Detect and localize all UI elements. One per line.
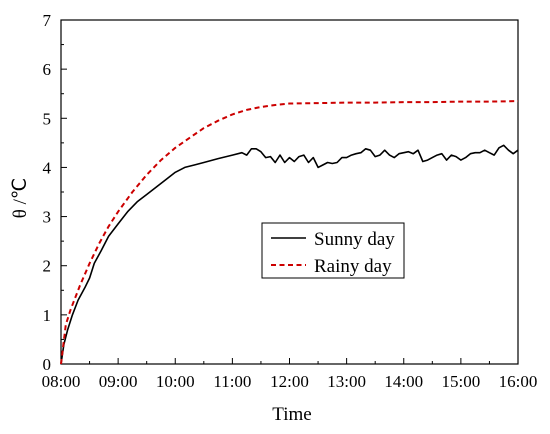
y-tick-label: 7 [43,11,52,30]
y-tick-label: 3 [43,208,52,227]
x-tick-label: 08:00 [42,372,81,391]
series-line-sunny-day [60,144,519,365]
legend: Sunny day Rainy day [261,222,405,279]
x-tick-label: 16:00 [499,372,538,391]
legend-label-sunny-day: Sunny day [314,229,395,250]
y-tick-label: 4 [43,158,52,177]
x-tick-label: 13:00 [327,372,366,391]
x-tick-label: 12:00 [270,372,309,391]
plot-area [60,19,519,365]
series-layer [60,100,519,365]
x-tick-label: 14:00 [384,372,423,391]
x-tick-label: 15:00 [442,372,481,391]
x-tick-label: 10:00 [156,372,195,391]
y-tick-label: 2 [43,257,52,276]
y-tick-label: 0 [43,355,52,374]
y-tick-label: 5 [43,109,52,128]
x-axis: 08:00 09:00 10:00 11:00 12:00 13:00 14:00 15:00… [42,358,538,391]
y-tick-label: 1 [43,306,52,325]
legend-box [261,222,405,279]
plot-border [60,19,519,365]
x-axis-title: Time [272,404,311,425]
series-line-rainy-day [60,100,519,365]
legend-label-rainy-day: Rainy day [314,256,392,277]
y-tick-label: 6 [43,60,52,79]
y-axis: 0 1 2 3 4 5 6 7 [43,11,67,374]
y-axis-title: θ /℃ [10,178,31,218]
x-tick-label: 11:00 [213,372,251,391]
x-tick-label: 09:00 [99,372,138,391]
